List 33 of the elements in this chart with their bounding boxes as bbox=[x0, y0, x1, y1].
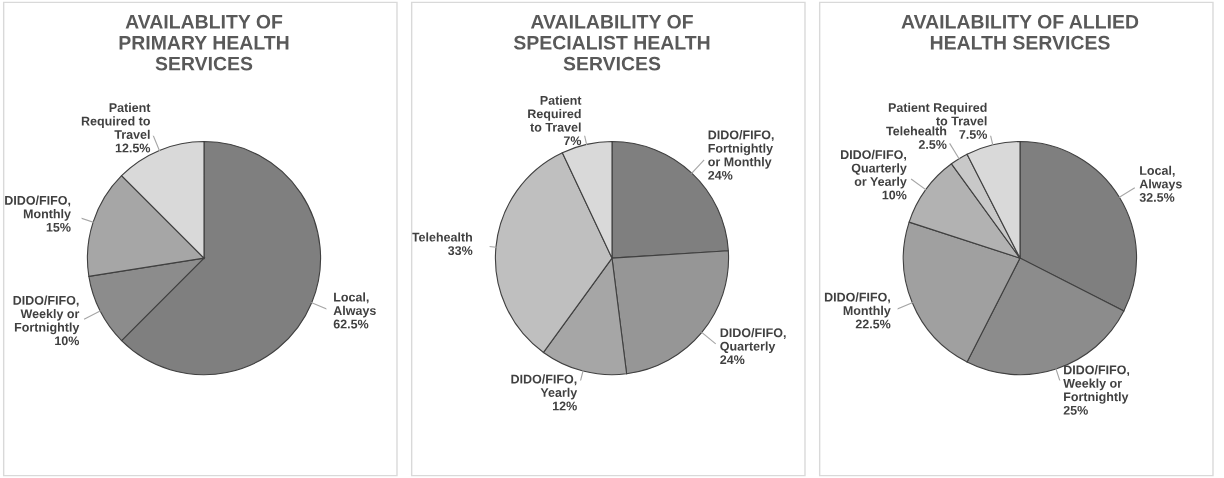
slice-label: DIDO/FIFO, Monthly bbox=[824, 292, 891, 318]
slice-label: Patient Required to Travel bbox=[888, 102, 987, 126]
data-label: 62.5% bbox=[333, 319, 369, 329]
data-label: 12% bbox=[552, 401, 577, 411]
chart-title: AVAILABLITY OF PRIMARY HEALTH SERVICES bbox=[119, 14, 289, 71]
slice-label: DIDO/FIFO, Weekly or Fortnightly bbox=[13, 295, 80, 335]
data-label: 7% bbox=[563, 136, 582, 146]
data-label: 10% bbox=[882, 190, 907, 200]
data-label: 12.5% bbox=[115, 143, 151, 153]
slice-label: Telehealth bbox=[886, 126, 947, 136]
slice-label: DIDO/FIFO, Monthly bbox=[5, 195, 71, 221]
slice-label: DIDO/FIFO, Quarterly or Yearly bbox=[841, 149, 907, 189]
data-label: 24% bbox=[708, 170, 733, 180]
chart-title: AVAILABILITY OF ALLIED HEALTH SERVICES bbox=[901, 14, 1139, 50]
data-label: 15% bbox=[46, 222, 71, 232]
slice-label: Patient Required to Travel bbox=[81, 102, 151, 139]
data-label: 22.5% bbox=[855, 319, 891, 329]
data-label: 7.5% bbox=[959, 130, 988, 139]
slice-label: Telehealth bbox=[411, 232, 472, 242]
slice-label: DIDO/FIFO, Fortnightly or Monthly bbox=[708, 130, 774, 169]
slice-label: DIDO/FIFO, Weekly or Fortnightly bbox=[1063, 365, 1130, 404]
data-label: 33% bbox=[448, 246, 473, 256]
slice-label: Patient Required to Travel bbox=[528, 95, 582, 132]
slice-label: Local, Always bbox=[1139, 165, 1182, 191]
data-label: 24% bbox=[720, 355, 745, 365]
slice-label: DIDO/FIFO, Yearly bbox=[511, 374, 578, 400]
data-label: 10% bbox=[55, 336, 80, 346]
chart-title: AVAILABILITY OF SPECIALIST HEALTH SERVICES bbox=[513, 14, 710, 71]
data-label: 25% bbox=[1063, 405, 1088, 415]
data-label: 32.5% bbox=[1139, 193, 1175, 202]
slice-label: Local, Always bbox=[333, 292, 376, 318]
slice-label: DIDO/FIFO, Quarterly bbox=[720, 328, 786, 354]
data-label: 2.5% bbox=[918, 140, 947, 149]
